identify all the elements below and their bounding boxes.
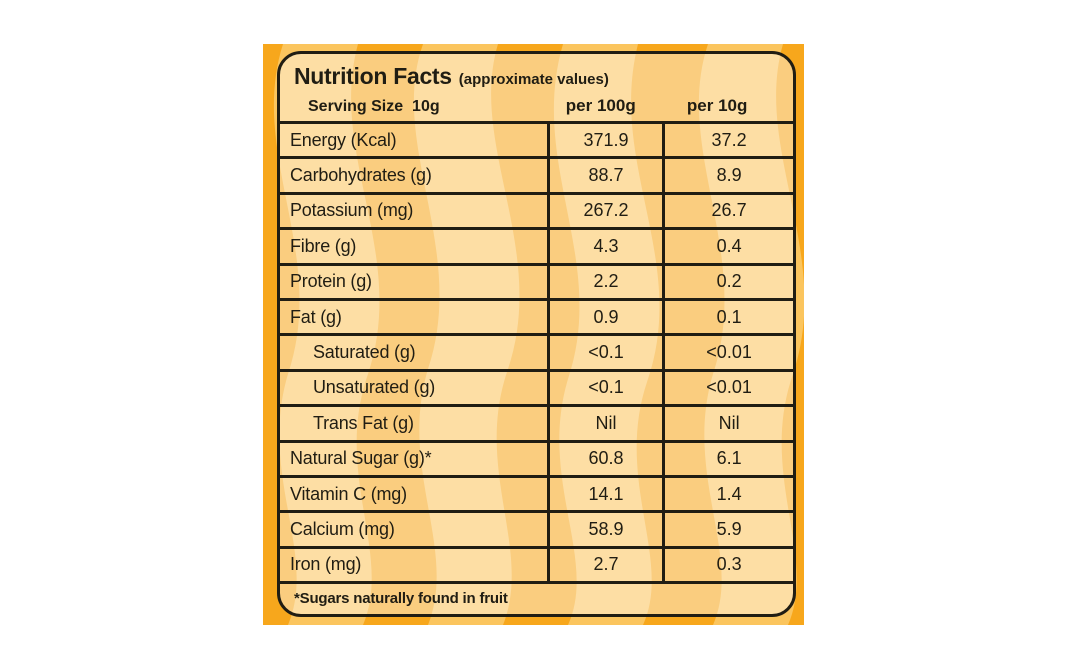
table-row: Saturated (g) <0.1 <0.01: [280, 333, 793, 369]
value-cell-per-100g: 2.2: [546, 265, 662, 298]
row-label-cell: Protein (g): [290, 271, 372, 292]
row-label-cell: Energy (Kcal): [290, 129, 397, 150]
serving-size: Serving Size 10g: [308, 98, 440, 115]
column-header-per-100g: per 100g: [565, 96, 636, 115]
row-label-cell: Fibre (g): [290, 235, 357, 256]
value-cell-per-100g: <0.1: [546, 371, 662, 405]
footnote: *Sugars naturally found in fruit: [280, 581, 793, 614]
value-cell-per-100g: 2.7: [546, 548, 662, 582]
value-cell-per-10g: 37.2: [662, 124, 793, 157]
value-cell-per-10g: 0.2: [662, 265, 793, 298]
table-row: Iron (mg) 2.7 0.3: [280, 545, 793, 582]
row-label-cell: Unsaturated (g): [313, 377, 436, 398]
table-row: Unsaturated (g) <0.1 <0.01: [280, 368, 793, 405]
label-artwork: Nutrition Facts (approximate values) Ser…: [263, 44, 804, 625]
row-label-cell: Potassium (mg): [290, 200, 414, 221]
table-row: Carbohydrates (g) 88.7 8.9: [280, 156, 793, 192]
value-cell-per-10g: 6.1: [662, 442, 793, 475]
table-row: Calcium (mg) 58.9 5.9: [280, 510, 793, 546]
value-cell-per-10g: 0.4: [662, 230, 793, 263]
row-label-cell: Saturated (g): [313, 342, 416, 363]
row-label-cell: Vitamin C (mg): [290, 483, 407, 504]
value-cell-per-100g: 58.9: [546, 513, 662, 546]
table-row: Potassium (mg) 267.2 26.7: [280, 191, 793, 228]
value-cell-per-10g: Nil: [662, 407, 793, 440]
table-row: Natural Sugar (g)* 60.8 6.1: [280, 439, 793, 475]
value-cell-per-100g: 60.8: [546, 442, 662, 475]
value-cell-per-100g: 267.2: [546, 194, 662, 228]
table-row: Fibre (g) 4.3 0.4: [280, 227, 793, 263]
column-header-per-10g: per 10g: [686, 96, 748, 115]
table-row: Fat (g) 0.9 0.1: [280, 297, 793, 334]
row-label-cell: Iron (mg): [290, 554, 362, 575]
title-subtitle: (approximate values): [458, 71, 609, 88]
value-cell-per-100g: Nil: [546, 407, 662, 440]
value-cell-per-10g: 5.9: [662, 513, 793, 546]
value-cell-per-100g: <0.1: [546, 336, 662, 369]
table-row: Energy (Kcal) 371.9 37.2: [280, 121, 793, 157]
row-label-cell: Trans Fat (g): [313, 412, 414, 433]
value-cell-per-100g: 4.3: [546, 230, 662, 263]
table-row: Trans Fat (g) Nil Nil: [280, 404, 793, 440]
page-title: Nutrition Facts: [294, 63, 452, 89]
row-label-cell: Carbohydrates (g): [290, 165, 432, 186]
value-cell-per-10g: 8.9: [662, 159, 793, 192]
value-cell-per-100g: 14.1: [546, 477, 662, 511]
value-cell-per-100g: 88.7: [546, 159, 662, 192]
table-row: Protein (g) 2.2 0.2: [280, 262, 793, 298]
value-cell-per-10g: <0.01: [662, 371, 793, 405]
table-row: Vitamin C (mg) 14.1 1.4: [280, 474, 793, 511]
value-cell-per-10g: 1.4: [662, 477, 793, 511]
row-label-cell: Fat (g): [290, 306, 342, 327]
value-cell-per-10g: 0.1: [662, 300, 793, 334]
nutrition-facts-label: Nutrition Facts (approximate values) Ser…: [277, 51, 796, 617]
value-cell-per-10g: 0.3: [662, 548, 793, 582]
column-header-row: Serving Size 10g per 100g per 10g: [294, 95, 779, 121]
value-cell-per-100g: 371.9: [546, 124, 662, 157]
value-cell-per-10g: <0.01: [662, 336, 793, 369]
row-label-cell: Natural Sugar (g)*: [290, 448, 432, 469]
nutrition-table: Energy (Kcal) 371.9 37.2 Carbohydrates (g) 8…: [280, 121, 793, 582]
value-cell-per-10g: 26.7: [662, 194, 793, 228]
label-header: Nutrition Facts (approximate values) Ser…: [280, 54, 793, 121]
value-cell-per-100g: 0.9: [546, 300, 662, 334]
row-label-cell: Calcium (mg): [290, 518, 395, 539]
